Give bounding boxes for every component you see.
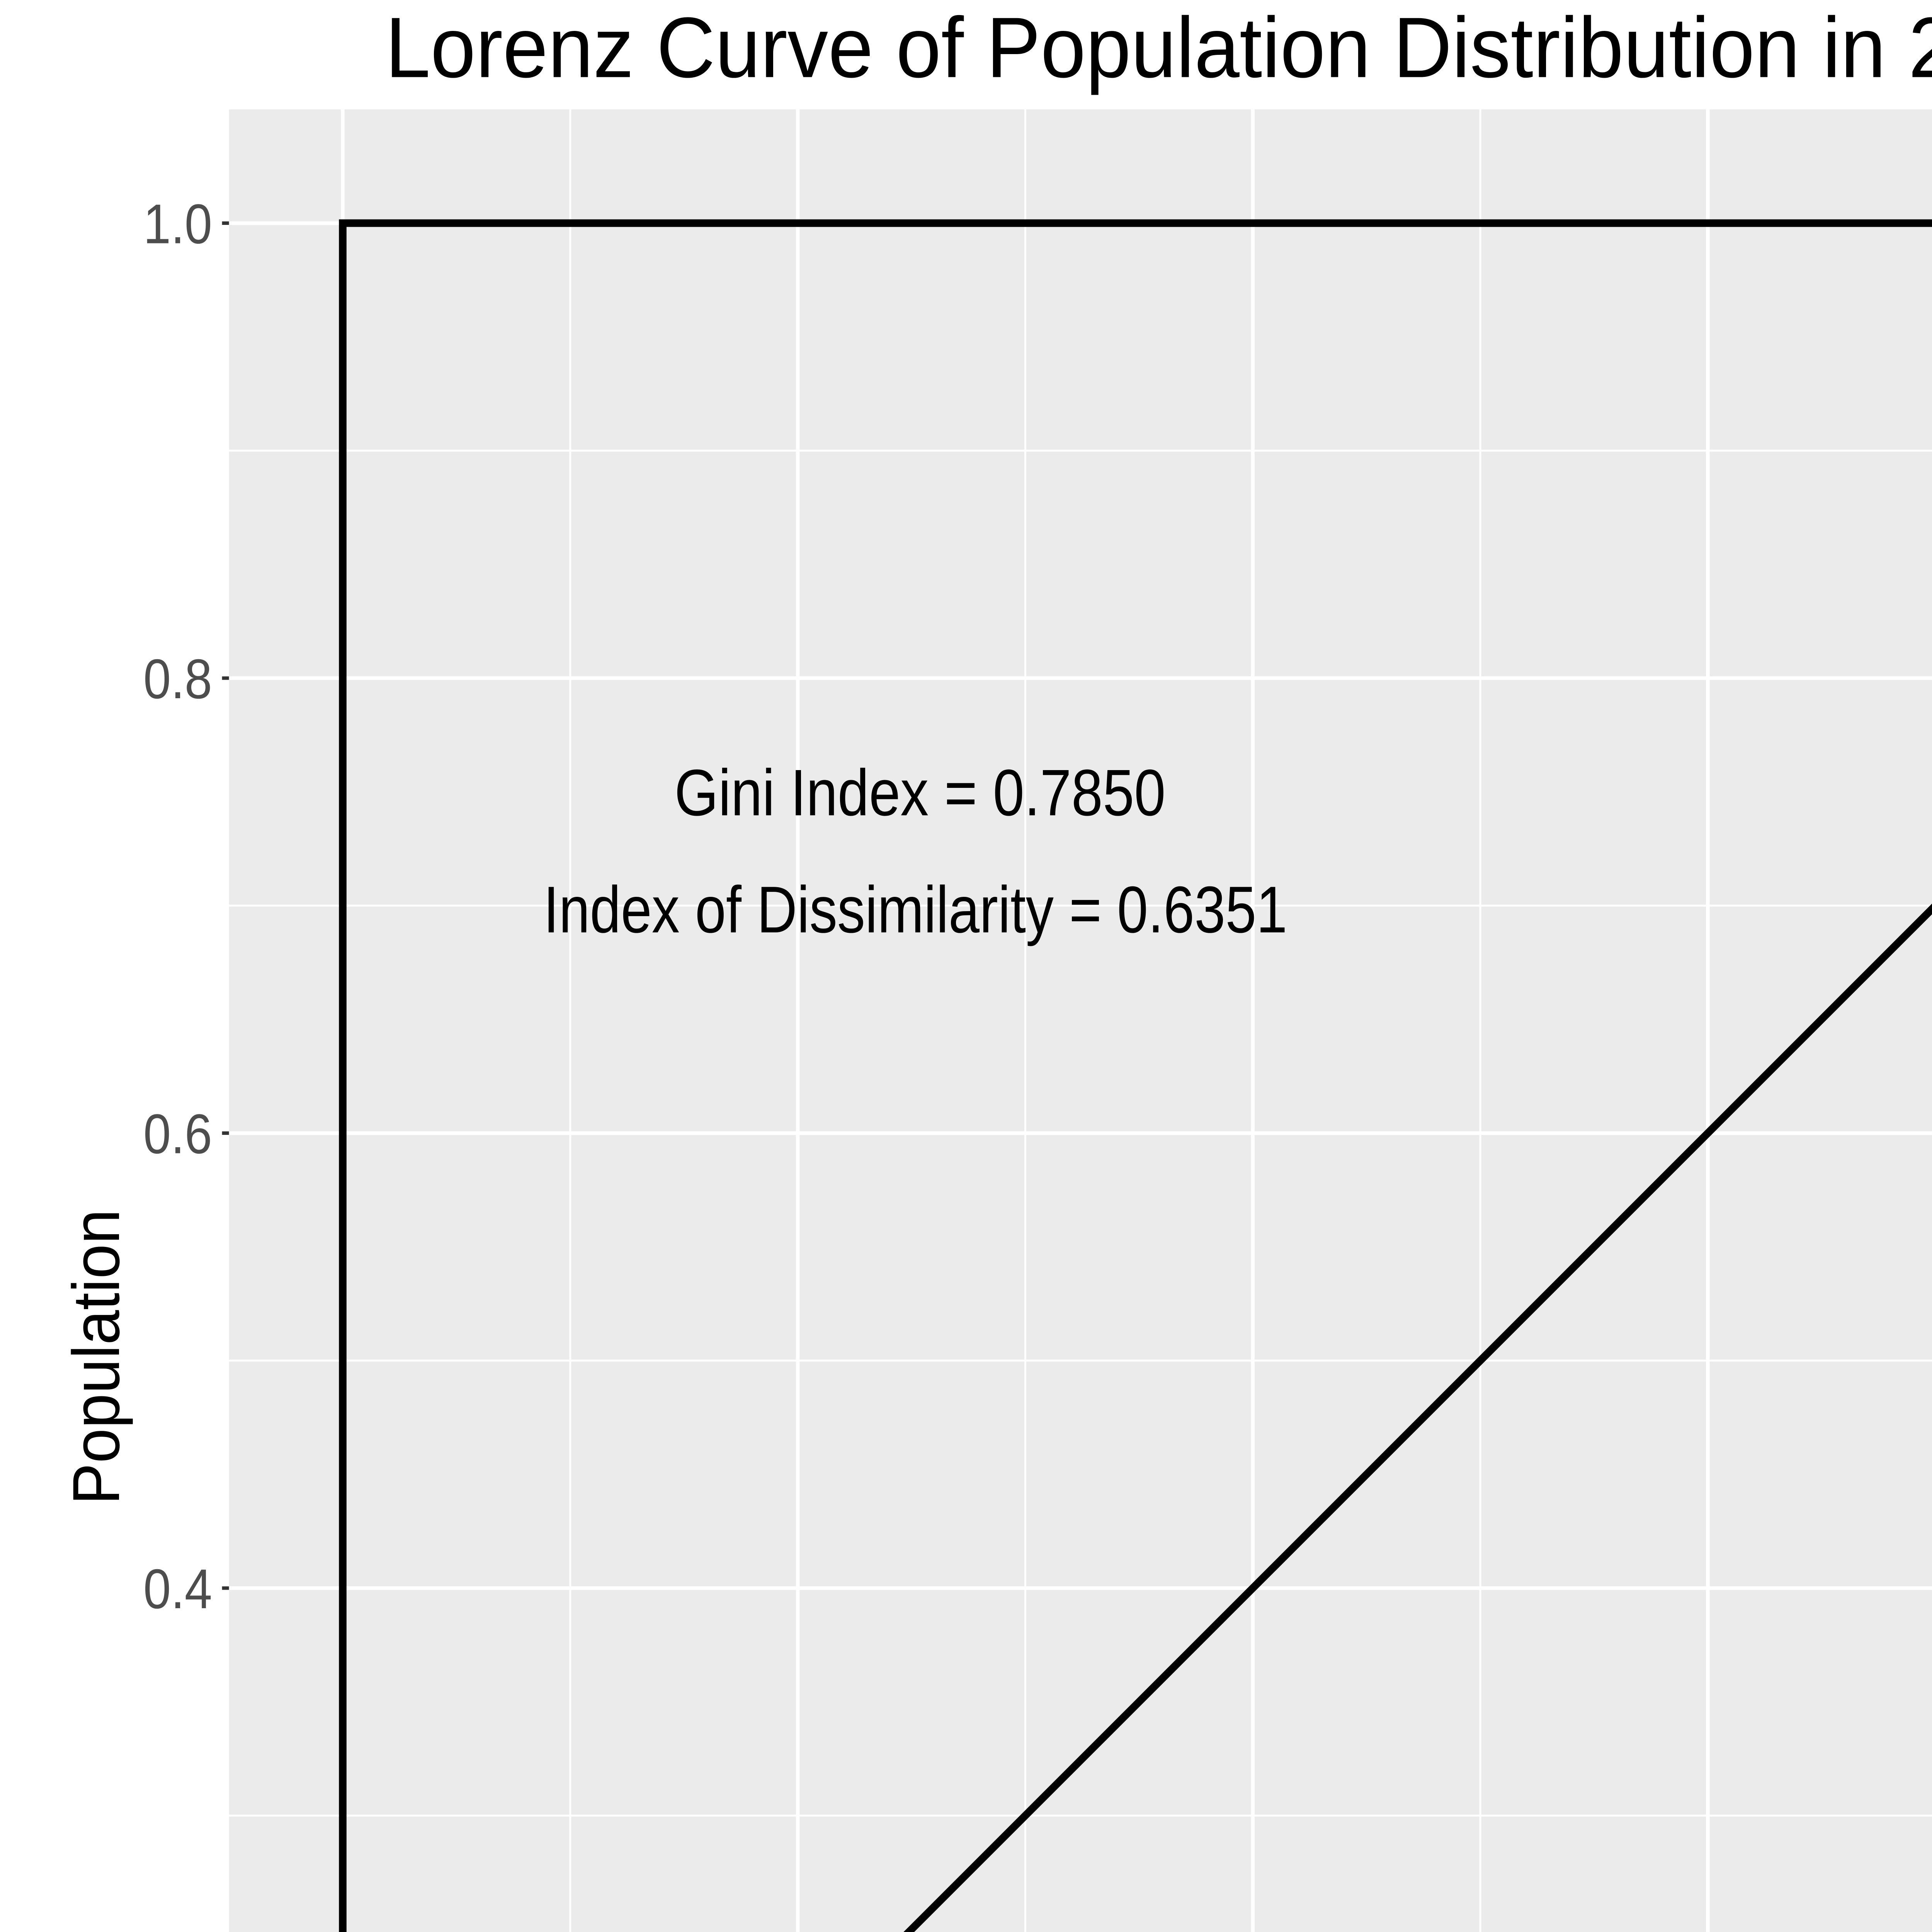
svg-text:Index of Dissimilarity = 0.635: Index of Dissimilarity = 0.6351 (544, 873, 1287, 947)
svg-text:Lorenz Curve of Population Dis: Lorenz Curve of Population Distribution … (385, 0, 1932, 96)
svg-text:0.6: 0.6 (143, 1103, 212, 1165)
svg-text:Gini Index = 0.7850: Gini Index = 0.7850 (675, 756, 1166, 830)
svg-text:0.4: 0.4 (143, 1558, 212, 1620)
svg-text:0.8: 0.8 (143, 648, 212, 710)
svg-text:1.0: 1.0 (143, 193, 212, 255)
svg-text:Population: Population (59, 1209, 133, 1505)
